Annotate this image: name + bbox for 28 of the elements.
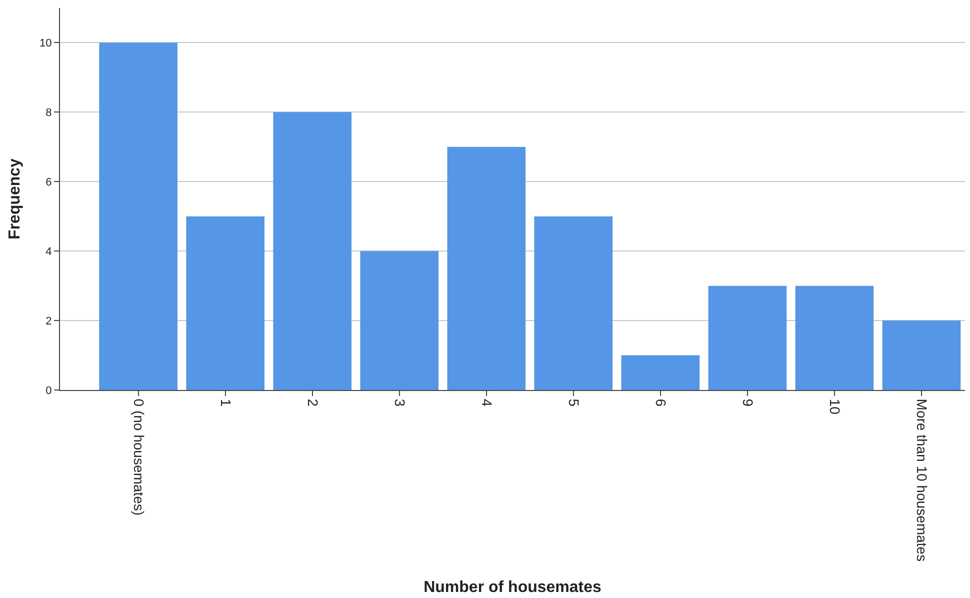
y-tick-label: 10 bbox=[40, 38, 52, 50]
bar bbox=[708, 286, 787, 390]
y-tick-label: 8 bbox=[46, 107, 52, 120]
x-axis-title: Number of housemates bbox=[424, 579, 602, 596]
x-tick-label: 0 (no housemates) bbox=[130, 398, 147, 516]
bar bbox=[534, 216, 613, 390]
x-tick-label: 9 bbox=[740, 398, 756, 407]
bar bbox=[273, 112, 352, 390]
bar bbox=[447, 146, 526, 390]
x-tick-label: More than 10 housemates bbox=[914, 398, 930, 562]
y-tick-label: 2 bbox=[46, 315, 52, 328]
bar bbox=[795, 286, 874, 390]
x-tick-label: 1 bbox=[218, 398, 234, 407]
y-tick-label: 0 bbox=[46, 384, 52, 397]
bar bbox=[882, 320, 961, 390]
y-axis-title: Frequency bbox=[6, 158, 24, 240]
x-tick-label: 2 bbox=[304, 398, 321, 407]
bar bbox=[186, 216, 264, 390]
x-tick-label: 10 bbox=[826, 398, 843, 415]
x-tick-label: 6 bbox=[652, 398, 669, 407]
y-tick-label: 6 bbox=[46, 176, 52, 188]
bar bbox=[360, 251, 439, 390]
bar bbox=[99, 42, 178, 390]
y-tick-label: 4 bbox=[46, 246, 52, 258]
x-tick-label: 5 bbox=[566, 398, 582, 407]
x-tick-label: 4 bbox=[478, 398, 495, 407]
x-tick-label: 3 bbox=[392, 398, 408, 407]
bar bbox=[621, 355, 700, 390]
